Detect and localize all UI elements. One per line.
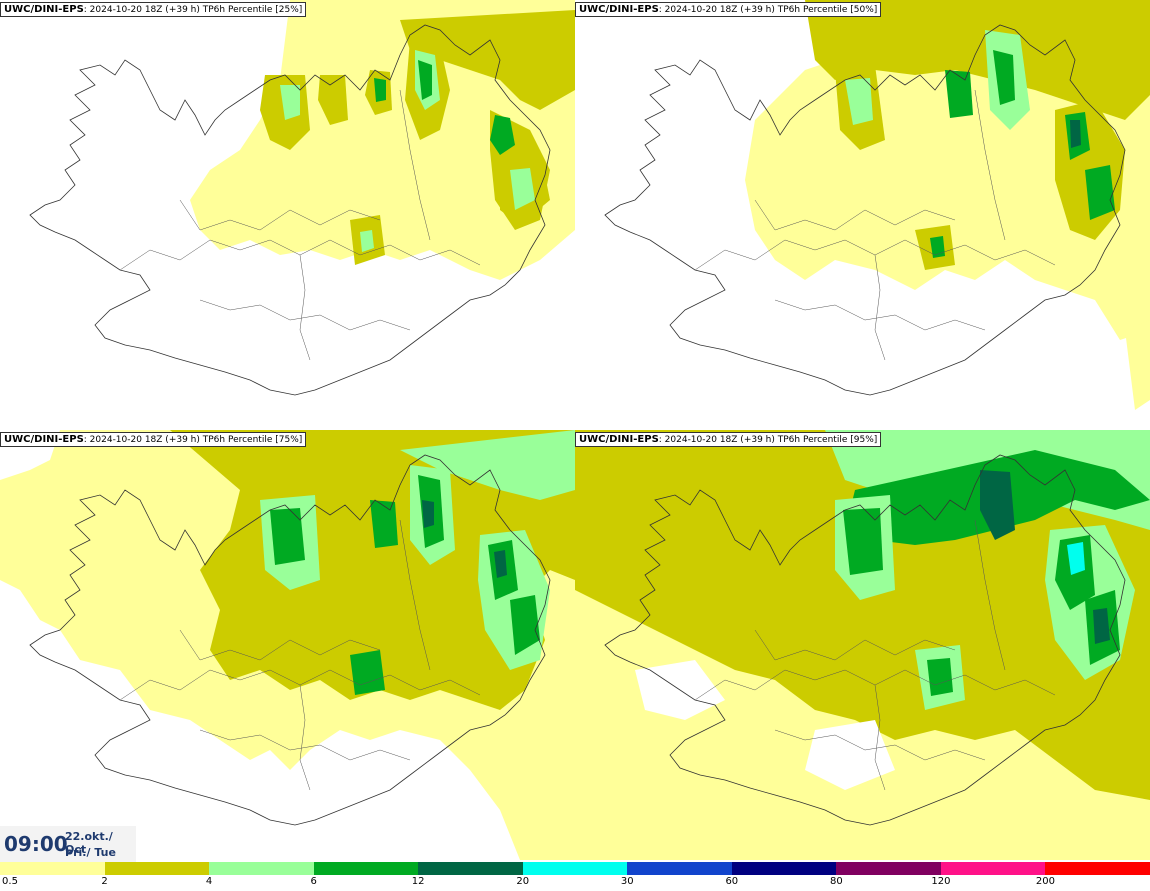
panel-title: UWC/DINI-EPS: 2024-10-20 18Z (+39 h) TP6… xyxy=(575,2,882,17)
legend-swatch xyxy=(836,862,941,875)
legend-label: 80 xyxy=(829,876,843,887)
legend-swatch xyxy=(209,862,314,875)
valid-date: 22.okt./ Oct xyxy=(65,830,113,856)
model-name: UWC/DINI-EPS xyxy=(4,434,84,445)
panel-title: UWC/DINI-EPS: 2024-10-20 18Z (+39 h) TP6… xyxy=(575,432,882,447)
valid-time-box: 09:00 22.okt./ Oct Þri./ Tue xyxy=(0,826,136,862)
legend-label: 120 xyxy=(931,876,951,887)
legend-swatch xyxy=(104,862,210,875)
legend-swatch xyxy=(731,862,837,875)
percentile-label: [25%] xyxy=(275,5,303,15)
precip-map-95 xyxy=(575,430,1150,860)
legend-swatch xyxy=(522,862,628,875)
legend-label: 12 xyxy=(411,876,425,887)
map-panel-50: UWC/DINI-EPS: 2024-10-20 18Z (+39 h) TP6… xyxy=(575,0,1150,430)
legend-swatch xyxy=(418,862,523,875)
precip-map-50 xyxy=(575,0,1150,410)
color-legend: 0.5 2 4 6 12 20 30 60 80 120 200 xyxy=(0,862,1150,891)
legend-swatch xyxy=(0,862,105,875)
run-info: : 2024-10-20 18Z (+39 h) TP6h Percentile xyxy=(658,435,848,445)
run-info: : 2024-10-20 18Z (+39 h) TP6h Percentile xyxy=(658,5,848,15)
percentile-label: [50%] xyxy=(850,5,878,15)
model-name: UWC/DINI-EPS xyxy=(579,434,659,445)
legend-swatch xyxy=(627,862,732,875)
legend-label: 200 xyxy=(1035,876,1055,887)
model-name: UWC/DINI-EPS xyxy=(4,4,84,15)
precip-map-75 xyxy=(0,430,575,860)
map-panel-75: UWC/DINI-EPS: 2024-10-20 18Z (+39 h) TP6… xyxy=(0,430,575,860)
legend-bar xyxy=(0,862,1150,875)
legend-label: 20 xyxy=(516,876,530,887)
run-info: : 2024-10-20 18Z (+39 h) TP6h Percentile xyxy=(83,435,273,445)
legend-label: 60 xyxy=(725,876,739,887)
legend-label: 6 xyxy=(310,876,317,887)
legend-label: 30 xyxy=(620,876,634,887)
valid-day: Þri./ Tue xyxy=(65,846,116,859)
legend-swatch xyxy=(940,862,1046,875)
map-panel-95: UWC/DINI-EPS: 2024-10-20 18Z (+39 h) TP6… xyxy=(575,430,1150,860)
map-panel-25: UWC/DINI-EPS: 2024-10-20 18Z (+39 h) TP6… xyxy=(0,0,575,430)
legend-label: 0.5 xyxy=(2,876,18,887)
legend-swatch xyxy=(1045,862,1150,875)
model-name: UWC/DINI-EPS xyxy=(579,4,659,15)
panel-title: UWC/DINI-EPS: 2024-10-20 18Z (+39 h) TP6… xyxy=(0,432,307,447)
percentile-label: [95%] xyxy=(850,435,878,445)
legend-label: 4 xyxy=(205,876,213,887)
valid-time: 09:00 xyxy=(4,832,68,856)
panel-title: UWC/DINI-EPS: 2024-10-20 18Z (+39 h) TP6… xyxy=(0,2,307,17)
precip-map-25 xyxy=(0,0,575,396)
legend-swatch xyxy=(313,862,419,875)
run-info: : 2024-10-20 18Z (+39 h) TP6h Percentile xyxy=(83,5,273,15)
legend-label: 2 xyxy=(101,876,108,887)
percentile-label: [75%] xyxy=(275,435,303,445)
